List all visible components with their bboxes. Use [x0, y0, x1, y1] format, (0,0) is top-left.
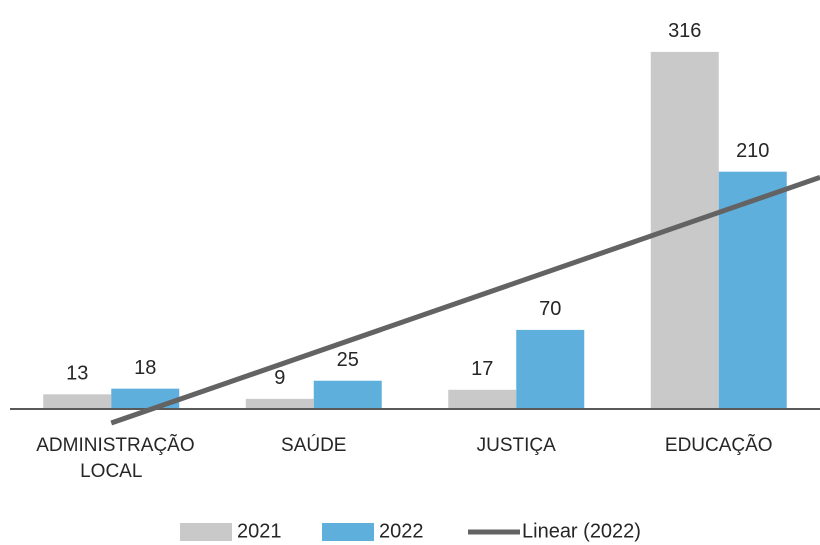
bar [245, 398, 314, 409]
legend-swatch [322, 523, 374, 541]
legend-label: 2022 [379, 520, 424, 542]
x-tick-label: SAÚDE [281, 435, 347, 456]
x-tick-label: JUSTIÇA [476, 435, 556, 456]
bar [43, 394, 112, 409]
data-label: 17 [471, 358, 493, 380]
data-label: 316 [668, 20, 701, 42]
data-label: 70 [539, 298, 561, 320]
bar [448, 389, 517, 409]
data-label: 25 [337, 349, 359, 371]
legend-label: Linear (2022) [522, 520, 641, 542]
data-label: 18 [134, 357, 156, 379]
bar [111, 388, 180, 409]
x-tick-label: ADMINISTRAÇÃO LOCAL [36, 435, 195, 482]
trendline [110, 175, 820, 426]
legend-swatch [180, 523, 232, 541]
bar [313, 380, 382, 409]
data-label: 210 [736, 140, 769, 162]
bar [718, 171, 787, 409]
data-label: 9 [274, 367, 285, 389]
legend-label: 2021 [237, 520, 282, 542]
data-label: 13 [66, 363, 88, 385]
bar [516, 329, 585, 409]
x-tick-label: EDUCAÇÃO [664, 435, 773, 456]
